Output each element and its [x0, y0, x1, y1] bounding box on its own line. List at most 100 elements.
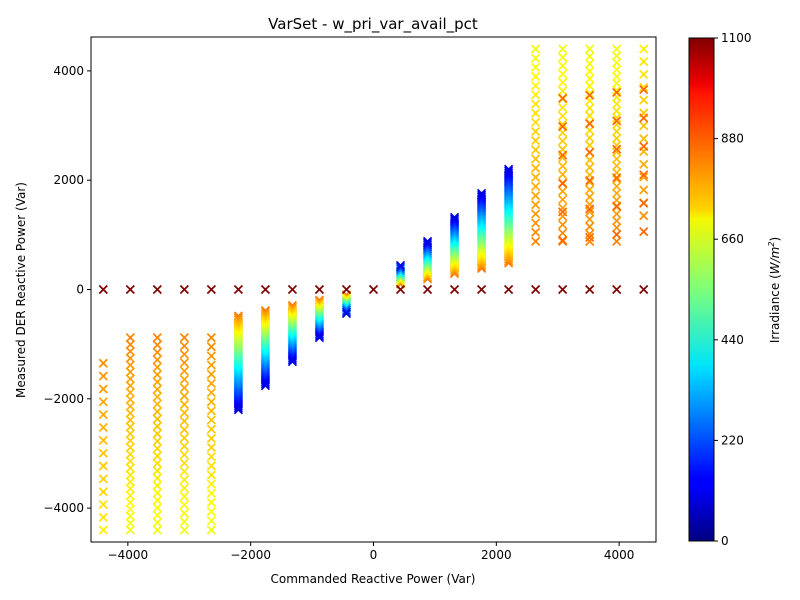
data-point [531, 284, 541, 295]
data-point [585, 119, 595, 129]
data-point [125, 484, 135, 494]
data-point [179, 358, 189, 368]
data-point [314, 329, 325, 339]
data-point [558, 69, 568, 79]
colorbar: 0 220 440 660 880 1100 Irradiance (W/m2) [688, 31, 782, 548]
data-point [206, 351, 216, 361]
data-point [125, 511, 135, 521]
data-point [558, 186, 568, 196]
y-tick-label: 0 [76, 283, 84, 297]
data-point [152, 392, 162, 402]
data-point [531, 90, 541, 100]
data-point [125, 525, 135, 535]
data-point [125, 477, 135, 487]
data-point [585, 162, 595, 173]
data-point [558, 136, 568, 146]
data-point [98, 525, 108, 535]
data-point [585, 59, 595, 69]
data-point [558, 228, 568, 238]
data-point [612, 116, 622, 126]
data-point [558, 119, 568, 129]
data-point [233, 403, 243, 413]
data-point [558, 203, 568, 213]
data-point [504, 284, 514, 295]
data-point [98, 512, 108, 523]
data-point [531, 190, 541, 201]
data-point [125, 381, 135, 391]
chart-title: VarSet - w_pri_var_avail_pct [268, 15, 478, 34]
colorbar-ticks: 0 220 440 660 880 1100 [714, 31, 752, 548]
data-point [612, 236, 622, 247]
data-point [612, 161, 622, 171]
data-point [449, 216, 460, 226]
data-point [639, 185, 649, 195]
data-point [179, 284, 189, 295]
data-point [558, 61, 568, 71]
data-point [260, 381, 271, 391]
data-point [152, 458, 162, 468]
data-point [206, 488, 216, 498]
data-point [639, 227, 649, 237]
data-point [639, 113, 649, 123]
data-point [585, 177, 595, 187]
data-point [531, 81, 541, 91]
data-point [125, 429, 135, 439]
data-point [612, 106, 622, 116]
data-point [152, 510, 162, 520]
data-point [531, 200, 541, 210]
data-point [152, 421, 162, 431]
data-point [476, 188, 487, 198]
data-point [98, 422, 108, 433]
data-point [179, 433, 189, 443]
data-point [585, 88, 595, 99]
data-point [612, 87, 622, 98]
x-tick-label: 0 [370, 548, 378, 562]
data-point [476, 192, 487, 202]
data-point [476, 190, 487, 200]
data-point [612, 44, 622, 54]
data-point [558, 52, 568, 62]
data-point [585, 111, 595, 121]
data-point [206, 433, 216, 443]
data-point [125, 422, 135, 432]
data-point [314, 332, 325, 343]
data-point [585, 44, 595, 54]
data-point [558, 235, 568, 245]
data-point [125, 374, 135, 384]
data-point [612, 223, 622, 233]
data-point [585, 66, 595, 76]
data-point [152, 451, 162, 461]
data-point [585, 140, 595, 150]
data-point [98, 435, 108, 445]
colorbar-label: Irradiance (W/m2) [767, 237, 782, 343]
data-point [585, 81, 595, 91]
y-axis-label: Measured DER Reactive Power (Var) [14, 182, 28, 398]
data-point [585, 232, 595, 243]
data-point [585, 103, 595, 113]
data-point [585, 147, 595, 157]
data-point [531, 145, 541, 155]
data-point [585, 192, 595, 202]
y-tick-label: 4000 [53, 64, 84, 78]
data-point [179, 458, 189, 468]
data-point [341, 307, 352, 317]
data-point [152, 347, 162, 357]
data-point [612, 209, 622, 219]
data-point [612, 154, 622, 164]
data-point [531, 227, 541, 237]
y-tick-label: 2000 [53, 173, 84, 187]
data-point [206, 516, 216, 526]
data-point [639, 95, 649, 105]
data-point [179, 466, 189, 477]
data-point [585, 207, 595, 217]
data-point [206, 461, 216, 471]
data-point [395, 260, 406, 271]
data-point [639, 84, 649, 95]
x-tick-label: −4000 [108, 548, 149, 562]
data-point [125, 463, 135, 473]
data-point [179, 399, 189, 410]
data-point [179, 483, 189, 493]
data-point [504, 168, 514, 178]
data-point [152, 466, 162, 476]
data-point [612, 51, 622, 61]
